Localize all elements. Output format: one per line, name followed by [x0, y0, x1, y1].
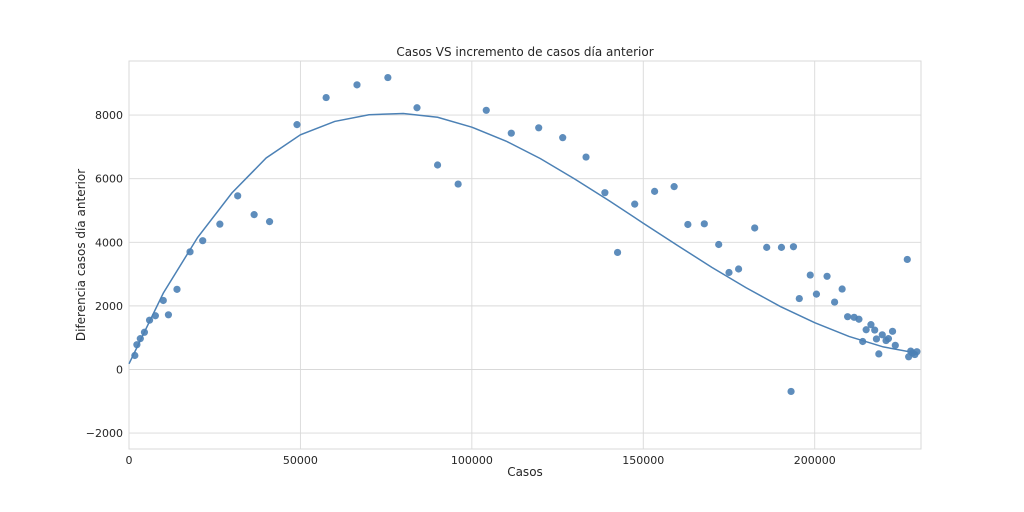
- y-tick-label: 0: [116, 363, 123, 376]
- data-point: [913, 348, 921, 356]
- data-point: [384, 73, 392, 82]
- x-tick-label: 100000: [451, 454, 493, 467]
- fit-curve-layer: [128, 112, 918, 365]
- data-point: [763, 243, 771, 251]
- y-tick-labels: −2000 0 2000 4000 6000 8000: [86, 109, 123, 440]
- data-point: [322, 93, 330, 102]
- y-tick-label: 4000: [95, 236, 123, 249]
- fit-curve: [128, 112, 918, 365]
- data-point: [651, 187, 659, 195]
- data-point: [871, 326, 879, 334]
- data-point: [684, 220, 692, 229]
- data-point: [507, 129, 515, 137]
- grid-lines: [128, 61, 921, 449]
- points-layer: [131, 73, 921, 396]
- data-point: [878, 331, 886, 339]
- data-point: [859, 337, 867, 346]
- data-point: [891, 341, 899, 349]
- data-point: [216, 220, 224, 228]
- y-tick-label: 2000: [95, 300, 123, 313]
- data-point: [145, 316, 154, 324]
- y-axis-label: Diferencia casos día anterior: [74, 169, 88, 341]
- data-point: [888, 327, 897, 335]
- data-point: [735, 265, 743, 273]
- data-point: [875, 350, 883, 358]
- data-point: [131, 351, 139, 360]
- data-point: [789, 243, 798, 251]
- data-point: [855, 315, 863, 323]
- data-point: [806, 271, 814, 279]
- data-point: [454, 180, 462, 188]
- data-point: [353, 81, 361, 89]
- data-point: [715, 240, 723, 249]
- data-point: [199, 237, 207, 245]
- x-tick-label: 0: [126, 454, 133, 467]
- x-tick-label: 200000: [794, 454, 836, 467]
- data-point: [700, 220, 708, 228]
- data-point: [433, 161, 442, 169]
- data-point: [751, 224, 759, 232]
- data-point: [903, 255, 911, 264]
- data-point: [136, 335, 144, 343]
- chart-title: Casos VS incremento de casos día anterio…: [396, 45, 653, 59]
- y-tick-label: 6000: [95, 173, 123, 186]
- data-point: [234, 192, 242, 200]
- data-point: [559, 134, 567, 142]
- data-point: [777, 243, 786, 251]
- data-point: [164, 311, 173, 319]
- data-point: [613, 248, 622, 257]
- data-point: [133, 341, 141, 349]
- x-tick-label: 50000: [283, 454, 318, 467]
- data-point: [862, 326, 870, 334]
- y-tick-label: −2000: [86, 427, 123, 440]
- data-point: [823, 272, 831, 280]
- x-axis-label: Casos: [507, 465, 543, 479]
- data-point: [173, 285, 181, 293]
- data-point: [872, 335, 881, 343]
- data-point: [831, 298, 839, 306]
- data-point: [867, 321, 875, 329]
- data-point: [725, 268, 733, 277]
- x-tick-label: 150000: [622, 454, 664, 467]
- data-point: [884, 335, 893, 343]
- data-point: [795, 294, 803, 303]
- data-point: [631, 200, 639, 208]
- data-point: [186, 248, 194, 256]
- data-point: [670, 183, 678, 191]
- data-point: [787, 387, 795, 396]
- data-point: [413, 104, 421, 112]
- data-point: [535, 124, 543, 132]
- data-point: [265, 218, 274, 226]
- data-point: [140, 328, 149, 336]
- y-tick-label: 8000: [95, 109, 123, 122]
- data-point: [250, 211, 258, 219]
- data-point: [838, 285, 846, 293]
- data-point: [293, 121, 301, 129]
- x-tick-labels: 0 50000 100000 150000 200000: [126, 454, 836, 467]
- data-point: [151, 312, 159, 320]
- data-point: [159, 296, 167, 305]
- data-point: [582, 153, 590, 161]
- plot-frame: [128, 60, 922, 450]
- data-point: [844, 313, 852, 321]
- data-point: [601, 189, 609, 197]
- data-point: [482, 106, 490, 114]
- data-point: [812, 290, 821, 298]
